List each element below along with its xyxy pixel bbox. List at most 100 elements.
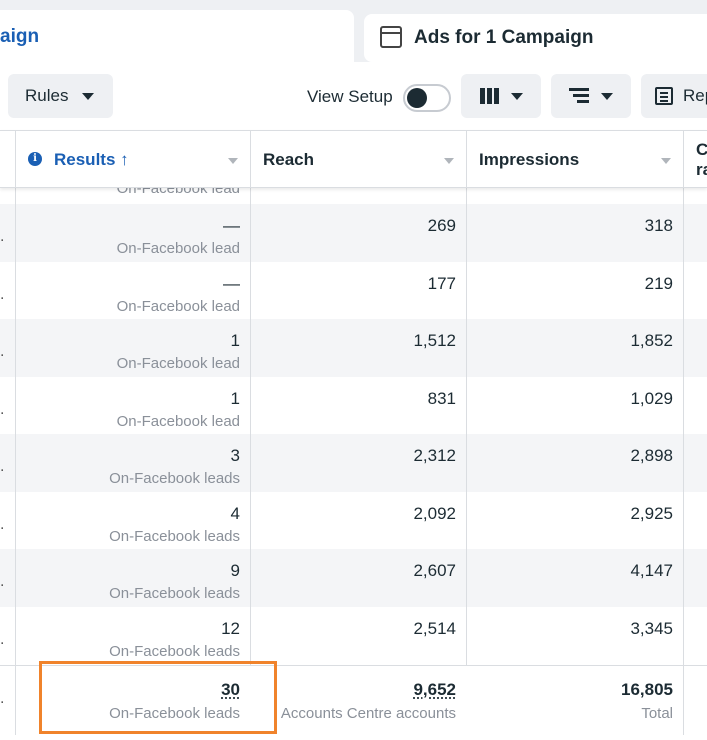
row-lead: .	[0, 343, 5, 360]
reports-button-label: Rep	[683, 86, 707, 105]
tab-ads[interactable]: Ads for 1 Campaign	[364, 14, 707, 62]
table-row[interactable]: . — On-Facebook lead 177 219	[0, 261, 707, 320]
impressions-cell: 1,852	[466, 319, 683, 377]
breakdown-button[interactable]	[551, 74, 631, 118]
column-header-reach[interactable]: Reach	[250, 131, 466, 188]
results-header-label: Results	[54, 150, 116, 169]
column-header-impressions[interactable]: Impressions	[466, 131, 683, 188]
results-value: 4	[230, 503, 240, 523]
chevron-down-icon	[601, 92, 613, 100]
table-row[interactable]: . 3 On-Facebook leads 2,312 2,898	[0, 434, 707, 492]
row-lead: .	[0, 690, 5, 707]
row-lead: .	[0, 400, 5, 418]
total-reach-sub: Accounts Centre accounts	[280, 705, 456, 722]
impressions-value: 1,852	[630, 331, 673, 350]
highlight-box	[39, 661, 277, 734]
reach-cell: 1,512	[250, 319, 466, 377]
total-reach-cell: 9,652 Accounts Centre accounts	[250, 666, 466, 735]
chevron-down-icon	[82, 92, 95, 100]
reach-value: 2,607	[413, 561, 456, 580]
reach-cell: 269	[250, 204, 466, 262]
impressions-cell: 1,029	[466, 376, 683, 435]
reach-value: 831	[427, 388, 456, 408]
results-sub: On-Facebook lead	[116, 297, 240, 315]
impressions-cell: 219	[466, 261, 683, 320]
table-row[interactable]: . 4 On-Facebook leads 2,092 2,925	[0, 491, 707, 550]
impressions-value: 2,925	[630, 503, 673, 523]
results-value: 1	[230, 388, 240, 408]
reach-cell: 831	[250, 376, 466, 435]
results-cell: 1 On-Facebook lead	[15, 319, 250, 377]
row-lead: .	[0, 573, 5, 590]
chevron-down-icon	[510, 92, 523, 100]
results-value: 9	[230, 561, 240, 580]
table-row[interactable]: . 12 On-Facebook leads 2,514 3,345	[0, 606, 707, 665]
impressions-header-label: Impressions	[479, 150, 580, 169]
column-header-next[interactable]: Cra	[683, 131, 707, 188]
columns-button[interactable]	[461, 74, 541, 118]
results-sub: On-Facebook leads	[109, 470, 240, 487]
table-row[interactable]: . 9 On-Facebook leads 2,607 4,147	[0, 549, 707, 607]
results-cell: — On-Facebook lead	[15, 204, 250, 262]
report-icon	[655, 87, 673, 105]
total-impressions-sub: Total	[641, 705, 673, 722]
impressions-value: 3,345	[630, 618, 673, 638]
impressions-value: 318	[644, 216, 673, 235]
results-cell: — On-Facebook lead	[15, 261, 250, 320]
toolbar: Rules View Setup Rep	[0, 62, 707, 130]
reach-value: 269	[427, 216, 456, 235]
reach-value: 1,512	[413, 331, 456, 350]
column-header-results[interactable]: i Results ↑	[15, 131, 250, 188]
impressions-value: 2,898	[630, 446, 673, 465]
total-results-value[interactable]: 30	[221, 680, 240, 699]
row-lead: .	[0, 285, 5, 303]
column-menu-caret-icon[interactable]	[228, 158, 238, 164]
impressions-cell: 318	[466, 204, 683, 262]
reports-button[interactable]: Rep	[641, 74, 707, 118]
impressions-value: 4,147	[630, 561, 673, 580]
results-cell: 3 On-Facebook leads	[15, 434, 250, 492]
results-value: 12	[221, 618, 240, 638]
rules-button-label: Rules	[25, 86, 69, 105]
table-row[interactable]: . 1 On-Facebook lead 831 1,029	[0, 376, 707, 435]
table-header: i Results ↑ Reach Impressions Cra	[0, 130, 707, 188]
reach-value: 177	[427, 273, 456, 293]
total-reach-value[interactable]: 9,652	[413, 680, 456, 699]
reach-cell: 2,514	[250, 606, 466, 665]
results-cell: 4 On-Facebook leads	[15, 491, 250, 550]
column-menu-caret-icon[interactable]	[661, 158, 671, 164]
view-setup-toggle[interactable]	[403, 84, 451, 112]
total-results-sub: On-Facebook leads	[109, 705, 240, 722]
results-cell: 12 On-Facebook leads	[15, 606, 250, 665]
columns-icon	[479, 88, 499, 104]
total-results-cell: 30 On-Facebook leads	[15, 666, 250, 735]
results-sub: On-Facebook leads	[109, 585, 240, 602]
reach-cell: 2,607	[250, 549, 466, 607]
row-lead: .	[0, 630, 5, 648]
impressions-cell: 2,898	[466, 434, 683, 492]
total-impressions-cell: 16,805 Total	[466, 666, 683, 735]
reach-cell: 177	[250, 261, 466, 320]
table-row[interactable]: . 1 On-Facebook lead 1,512 1,852	[0, 319, 707, 377]
tab-campaign[interactable]: aign	[0, 10, 354, 66]
sort-arrow-icon: ↑	[120, 150, 129, 169]
column-menu-caret-icon[interactable]	[444, 158, 454, 164]
row-lead: .	[0, 515, 5, 533]
totals-row: . 30 On-Facebook leads 9,652 Accounts Ce…	[0, 665, 707, 735]
info-icon[interactable]: i	[28, 152, 42, 166]
toggle-knob	[407, 88, 427, 108]
results-sub: On-Facebook lead	[116, 188, 240, 197]
results-cell: 9 On-Facebook leads	[15, 549, 250, 607]
row-lead: .	[0, 458, 5, 475]
results-sub: On-Facebook leads	[109, 642, 240, 660]
results-value: —	[223, 216, 240, 235]
impressions-cell: 4,147	[466, 549, 683, 607]
table-row[interactable]: . — On-Facebook lead 269 318	[0, 204, 707, 262]
results-table: i Results ↑ Reach Impressions Cra On-Fac…	[0, 130, 707, 740]
results-sub: On-Facebook leads	[109, 527, 240, 545]
reach-cell: 2,312	[250, 434, 466, 492]
reach-value: 2,092	[413, 503, 456, 523]
rules-button[interactable]: Rules	[8, 74, 113, 118]
results-sub: On-Facebook lead	[116, 355, 240, 372]
view-setup-label: View Setup	[307, 87, 393, 106]
